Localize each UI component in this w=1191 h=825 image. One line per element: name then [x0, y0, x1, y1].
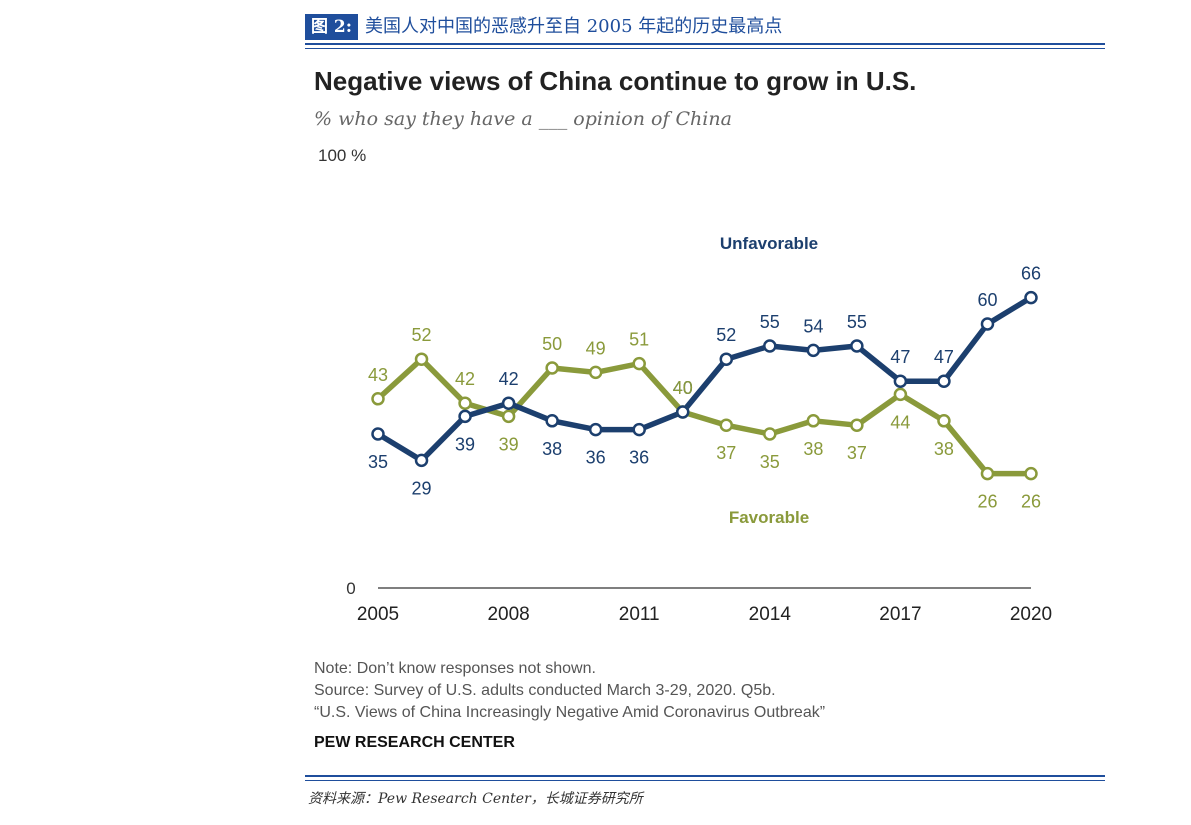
data-point-favorable [414, 352, 429, 366]
data-point-favorable [1024, 466, 1038, 481]
data-point-unfavorable [937, 374, 951, 388]
data-point-unfavorable [1024, 290, 1038, 305]
data-label-favorable: 51 [629, 330, 649, 350]
y-axis-zero-label: 0 [346, 579, 355, 598]
data-label-favorable: 37 [716, 443, 736, 463]
x-tick-label: 2014 [749, 604, 792, 625]
data-label-unfavorable: 66 [1021, 264, 1041, 284]
data-label-unfavorable: 42 [499, 369, 519, 389]
data-label-unfavorable: 36 [629, 448, 649, 468]
data-label-unfavorable: 35 [368, 452, 388, 472]
x-tick-label: 2011 [619, 604, 660, 625]
data-point-favorable [501, 409, 516, 424]
series-line-unfavorable [375, 294, 1034, 464]
series-label-unfavorable: Unfavorable [720, 234, 818, 253]
chart-title: Negative views of China continue to grow… [314, 66, 917, 96]
figure-header: 图 2: 美国人对中国的恶感升至自 2005 年起的历史最高点 [305, 14, 1105, 44]
data-point-favorable [632, 356, 646, 371]
header-rule-thin [305, 48, 1105, 49]
chart-note: Note: Don’t know responses not shown. [314, 660, 596, 677]
data-label-favorable: 43 [368, 365, 388, 385]
data-label-unfavorable: 47 [890, 347, 910, 367]
figure-source: 资料来源：Pew Research Center，长城证券研究所 [308, 791, 643, 807]
pew-research-center-label: PEW RESEARCH CENTER [314, 734, 515, 751]
data-point-favorable [588, 365, 603, 380]
chart-source-note: Source: Survey of U.S. adults conducted … [314, 682, 776, 699]
data-label-unfavorable: 40 [673, 378, 693, 398]
data-label-favorable: 49 [586, 338, 606, 358]
data-label-favorable: 37 [847, 443, 867, 463]
data-label-favorable: 26 [1021, 492, 1041, 512]
data-label-favorable: 52 [412, 325, 432, 345]
data-point-favorable [719, 418, 734, 432]
data-label-unfavorable: 55 [760, 312, 780, 332]
data-label-favorable: 40 [673, 378, 693, 398]
data-point-unfavorable [719, 352, 734, 366]
footer-rule-thin [305, 780, 1105, 781]
data-label-unfavorable: 52 [716, 325, 736, 345]
data-point-unfavorable [588, 422, 603, 437]
footer-rule [305, 775, 1105, 777]
data-point-unfavorable [458, 409, 472, 424]
series-label-favorable: Favorable [729, 508, 809, 527]
data-point-favorable [371, 392, 385, 406]
data-point-unfavorable [893, 374, 908, 388]
figure-caption: 美国人对中国的恶感升至自 2005 年起的历史最高点 [365, 16, 783, 37]
data-label-favorable: 38 [934, 439, 954, 459]
data-point-favorable [850, 418, 864, 432]
data-label-favorable: 50 [542, 334, 562, 354]
y-axis-top-label: 100 % [318, 146, 367, 165]
data-point-unfavorable [545, 414, 559, 428]
data-label-unfavorable: 39 [455, 434, 475, 454]
data-label-favorable: 44 [890, 412, 910, 432]
data-label-unfavorable: 54 [803, 316, 823, 336]
data-point-unfavorable [763, 339, 777, 353]
data-point-unfavorable [675, 405, 690, 419]
data-point-favorable [458, 396, 472, 410]
data-point-unfavorable [371, 427, 385, 441]
data-label-unfavorable: 55 [847, 312, 867, 332]
data-label-unfavorable: 47 [934, 347, 954, 367]
chart-report-title: “U.S. Views of China Increasingly Negati… [314, 704, 826, 721]
x-tick-label: 2008 [487, 604, 529, 625]
data-point-unfavorable [806, 343, 821, 358]
data-label-favorable: 42 [455, 369, 475, 389]
data-label-unfavorable: 36 [586, 448, 606, 468]
x-tick-label: 2005 [357, 604, 399, 625]
data-point-favorable [545, 361, 559, 375]
data-label-favorable: 39 [499, 434, 519, 454]
data-point-favorable [893, 387, 908, 402]
data-label-favorable: 38 [803, 439, 823, 459]
data-label-favorable: 26 [977, 492, 997, 512]
x-tick-label: 2017 [879, 604, 921, 625]
data-point-unfavorable [850, 339, 864, 353]
data-label-unfavorable: 29 [412, 478, 432, 498]
data-label-favorable: 35 [760, 452, 780, 472]
data-point-favorable [763, 427, 777, 441]
data-point-unfavorable [632, 422, 646, 437]
figure-number: 图 2: [305, 14, 359, 40]
data-point-favorable [937, 414, 951, 428]
data-point-unfavorable [414, 453, 429, 468]
data-point-favorable [806, 414, 821, 428]
data-point-unfavorable [501, 396, 516, 410]
data-point-unfavorable [980, 317, 995, 331]
x-tick-label: 2020 [1010, 604, 1052, 625]
header-rule [305, 43, 1105, 45]
data-point-favorable [980, 466, 995, 481]
data-label-unfavorable: 60 [977, 290, 997, 310]
chart-subtitle: % who say they have a ___ opinion of Chi… [314, 108, 732, 130]
data-label-unfavorable: 38 [542, 439, 562, 459]
